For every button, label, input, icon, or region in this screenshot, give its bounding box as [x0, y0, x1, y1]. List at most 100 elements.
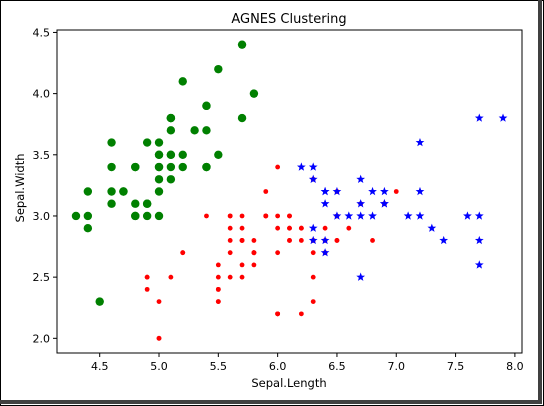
y-axis-label: Sepal.Width: [13, 154, 27, 223]
data-point-circle: [95, 297, 104, 306]
data-point-dot: [144, 286, 150, 292]
data-point-dot: [215, 286, 221, 292]
axes-frame: [56, 29, 523, 354]
data-point-circle: [142, 211, 152, 221]
data-point-star: [474, 260, 484, 269]
window-shadow-right: [538, 0, 542, 404]
scatter-chart: AGNES Clustering 4.5 5.0 5.5 6.0 6.5 7.0 7.5 8.…: [13, 12, 524, 390]
data-point-dot: [227, 213, 233, 219]
x-tick-label: 7.5: [447, 360, 465, 373]
x-tick-label: 7.0: [388, 360, 406, 373]
data-point-star: [439, 235, 449, 245]
data-point-star: [380, 186, 389, 196]
data-point-dot: [287, 238, 292, 243]
data-point-circle: [166, 150, 176, 159]
data-point-dot: [322, 225, 328, 231]
data-point-dot: [310, 274, 316, 280]
data-point-star: [320, 186, 330, 196]
data-point-star: [320, 235, 330, 245]
data-point-star: [474, 235, 484, 245]
data-point-circle: [202, 126, 211, 135]
data-point-circle: [154, 211, 164, 221]
data-point-circle: [83, 211, 93, 221]
data-point-circle: [119, 187, 128, 196]
data-point-star: [320, 248, 330, 257]
data-point-dot: [251, 238, 257, 243]
data-point-circle: [131, 211, 140, 221]
data-point-dot: [215, 262, 221, 268]
x-tick-label: 4.5: [91, 360, 109, 373]
y-tick-label: 2.5: [33, 271, 51, 284]
data-point-dot: [239, 225, 245, 231]
window-shadow-bottom: [0, 400, 542, 404]
x-axis-label: Sepal.Length: [251, 376, 326, 390]
data-point-star: [308, 162, 318, 171]
data-point-dot: [263, 189, 269, 194]
data-point-dot: [227, 274, 233, 280]
data-point-dot: [287, 225, 292, 231]
data-point-dot: [298, 311, 304, 317]
data-point-dot: [275, 164, 281, 170]
x-tick-label: 6.0: [269, 360, 287, 373]
data-point-star: [380, 199, 389, 208]
data-point-circle: [107, 138, 116, 147]
y-tick-label: 2.0: [33, 332, 51, 345]
data-point-dot: [287, 213, 292, 219]
data-point-circle: [154, 150, 164, 159]
data-point-circle: [214, 64, 223, 74]
data-point-circle: [166, 113, 176, 123]
y-tick-label: 4.0: [33, 88, 51, 101]
data-point-circle: [154, 138, 164, 147]
data-point-star: [356, 272, 366, 281]
data-point-star: [320, 199, 330, 208]
data-point-star: [308, 174, 318, 183]
data-point-circle: [71, 211, 81, 221]
data-point-circle: [202, 101, 211, 111]
data-point-star: [474, 113, 484, 122]
data-point-dot: [251, 262, 257, 268]
data-point-dot: [215, 274, 221, 280]
series-0: [71, 40, 259, 306]
data-point-star: [498, 113, 508, 122]
data-point-circle: [178, 150, 187, 159]
x-tick-label: 5.5: [210, 360, 228, 373]
data-point-star: [368, 186, 377, 196]
data-point-star: [332, 211, 342, 220]
data-point-star: [403, 211, 413, 220]
data-point-dot: [227, 250, 233, 256]
data-point-dot: [298, 238, 304, 243]
series-2: [296, 113, 508, 281]
data-point-dot: [298, 225, 304, 231]
data-point-circle: [154, 175, 164, 184]
x-tick-label: 5.0: [150, 360, 168, 373]
data-point-star: [332, 186, 342, 196]
data-point-circle: [202, 162, 211, 172]
data-point-circle: [178, 77, 187, 86]
data-point-circle: [214, 150, 223, 159]
data-point-circle: [131, 199, 140, 208]
data-point-circle: [107, 187, 116, 196]
data-point-circle: [190, 126, 199, 135]
data-point-dot: [275, 250, 281, 256]
data-point-dot: [156, 299, 162, 305]
data-point-star: [356, 211, 366, 220]
data-point-star: [308, 235, 318, 245]
data-point-circle: [131, 162, 140, 172]
data-point-star: [356, 174, 366, 183]
data-point-dot: [275, 213, 281, 219]
data-point-circle: [166, 175, 176, 184]
data-point-dot: [393, 189, 399, 194]
y-tick-label: 3.5: [33, 149, 51, 162]
data-point-star: [415, 186, 425, 196]
data-point-star: [344, 211, 354, 220]
data-point-dot: [370, 238, 375, 243]
data-point-circle: [237, 40, 247, 49]
data-point-circle: [142, 199, 152, 208]
data-point-dot: [263, 213, 269, 219]
data-point-circle: [83, 187, 93, 196]
data-point-dot: [156, 335, 162, 341]
data-point-star: [308, 223, 318, 232]
data-point-dot: [239, 238, 245, 243]
data-point-dot: [215, 299, 221, 305]
